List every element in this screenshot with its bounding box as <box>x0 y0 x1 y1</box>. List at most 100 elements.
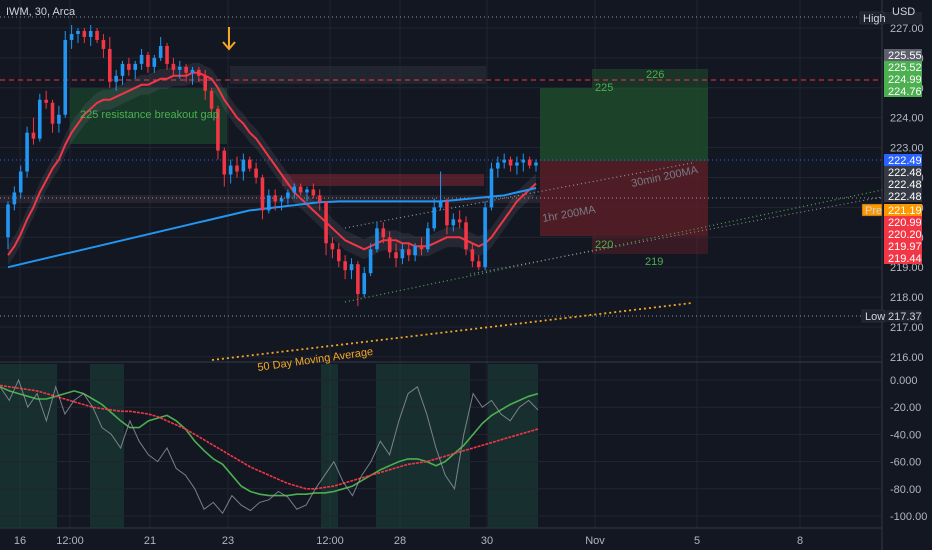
candle <box>387 231 392 259</box>
candle-body <box>298 186 303 193</box>
range-box <box>230 66 486 84</box>
candle-body <box>171 63 176 70</box>
candle-body <box>107 48 112 82</box>
candle-body <box>279 198 284 202</box>
resistance-band <box>282 174 484 186</box>
candle <box>362 267 367 298</box>
candle-body <box>63 39 68 115</box>
candle-body <box>387 237 392 253</box>
price-tag-label-bg <box>861 309 885 323</box>
candle <box>419 237 424 256</box>
candle-body <box>260 177 265 211</box>
candle <box>267 189 271 214</box>
currency-label[interactable]: USD <box>892 6 915 18</box>
candle-body <box>330 243 335 250</box>
price-tag-value: 222.49 <box>888 155 922 167</box>
candle <box>292 183 297 199</box>
candle <box>18 165 23 199</box>
price-tag-bg <box>884 228 922 240</box>
price-tag: 219.44 <box>884 252 922 265</box>
down-arrow-icon <box>222 27 236 51</box>
candle <box>336 243 341 268</box>
candle <box>464 216 468 256</box>
price-tag: 222.49 <box>884 154 922 167</box>
candle <box>184 63 188 82</box>
candle-body <box>228 165 233 175</box>
price-tag: High <box>859 11 922 25</box>
candle-body <box>483 207 487 268</box>
price-tag-bg <box>884 73 922 85</box>
candle-body <box>534 162 538 166</box>
price-tag-value: 225.55 <box>888 50 922 62</box>
time-tick-label: 28 <box>394 535 406 547</box>
price-tag-bg <box>884 154 922 166</box>
candle <box>241 153 246 181</box>
oscillator-tick-label: -100.00 <box>890 511 927 523</box>
candle <box>247 156 252 172</box>
candle-body <box>305 189 309 193</box>
price-tag: 222.48 <box>884 166 922 179</box>
candle <box>457 210 462 229</box>
candle-body <box>343 261 347 271</box>
candle <box>527 156 532 169</box>
time-tick-label: 21 <box>144 535 156 547</box>
candle-body <box>445 201 449 226</box>
candle-body <box>57 114 61 124</box>
candle-body <box>457 219 462 223</box>
time-tick-label: 5 <box>694 535 700 547</box>
candle-body <box>464 222 468 250</box>
candle <box>190 66 195 85</box>
candle-body <box>127 63 131 70</box>
annotation-label: 220 <box>595 239 613 251</box>
time-tick-label: 23 <box>222 535 234 547</box>
price-tag-value: 222.48 <box>888 167 922 179</box>
candle <box>508 156 513 172</box>
candle-body <box>69 33 74 40</box>
time-tick-label: Nov <box>585 535 605 547</box>
candlesticks <box>6 25 538 307</box>
candle <box>6 201 10 250</box>
candle-body <box>44 99 48 103</box>
symbol-title[interactable]: IWM, 30, Arca <box>6 6 76 18</box>
candle-body <box>25 132 29 172</box>
candle-body <box>438 201 443 208</box>
moving-averages <box>7 62 537 269</box>
oscillator-gray-line <box>0 378 539 515</box>
oscillator-green-line <box>0 386 539 497</box>
price-tag-value: 217.37 <box>888 311 922 323</box>
price-tick-label: 218.00 <box>890 292 924 304</box>
candle <box>375 222 379 253</box>
price-tag-value: 220.20 <box>888 229 922 241</box>
candle-body <box>222 150 227 175</box>
candle <box>515 156 519 175</box>
gap-zone <box>70 88 227 144</box>
signal-band <box>0 364 57 528</box>
time-tick-label: 8 <box>797 535 803 547</box>
candle <box>349 258 354 280</box>
candle-body <box>216 108 220 151</box>
trade-zones <box>0 16 882 317</box>
candle-body <box>152 57 157 67</box>
candle <box>101 33 106 58</box>
candle <box>158 36 163 61</box>
oscillator-tick-label: -80.00 <box>890 484 921 496</box>
price-tag: 224.99 <box>884 73 922 86</box>
candle-body <box>235 165 239 172</box>
price-tag-value: 222.48 <box>888 191 922 203</box>
time-axis[interactable]: 16 12:00 21 23 12:00 28 30 Nov 5 8 <box>14 535 803 547</box>
candle <box>451 213 456 232</box>
candle <box>305 186 309 202</box>
candle <box>254 162 258 184</box>
price-tag-bg <box>884 12 922 24</box>
oscillator-red-line <box>0 384 539 490</box>
candle-body <box>203 75 208 91</box>
candle-body <box>413 246 417 256</box>
candle <box>216 105 220 160</box>
candle-body <box>120 63 125 76</box>
price-tag-value: 221.19 <box>888 205 922 217</box>
candle <box>139 48 144 70</box>
candle <box>381 222 386 244</box>
candle-body <box>336 249 341 262</box>
